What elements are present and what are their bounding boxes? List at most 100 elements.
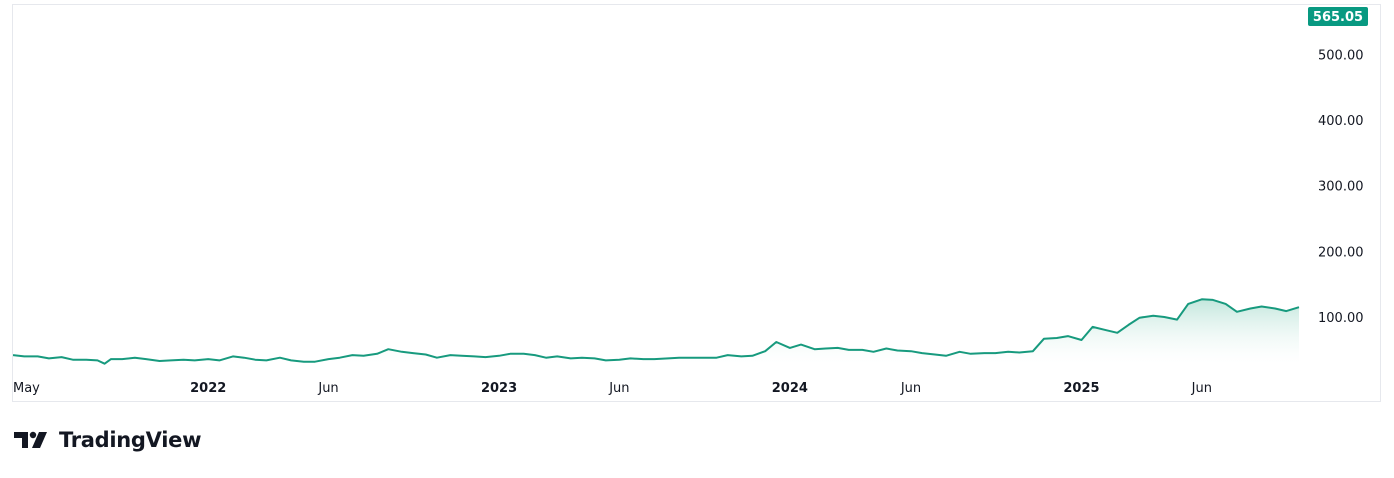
data-point: [1032, 350, 1034, 352]
x-tick-label: Jun: [317, 381, 338, 396]
data-point: [363, 355, 365, 357]
x-tick-label: May: [13, 381, 40, 396]
data-point: [642, 358, 644, 360]
data-point: [618, 359, 620, 361]
data-point: [1081, 339, 1083, 341]
data-point: [121, 358, 123, 360]
data-point: [1201, 298, 1203, 300]
data-point: [183, 359, 185, 361]
price-chart[interactable]: 100.00 200.00 300.00 400.00 500.00 May 2022 Ju…: [13, 5, 1380, 401]
last-price-tag-bg: [1308, 7, 1368, 26]
data-point: [1285, 310, 1287, 312]
data-point: [1298, 306, 1300, 308]
data-point: [653, 358, 655, 360]
data-point: [861, 349, 863, 351]
data-point: [678, 357, 680, 359]
data-point: [534, 354, 536, 356]
data-point: [545, 357, 547, 359]
data-point: [498, 355, 500, 357]
data-point: [48, 357, 50, 359]
data-point: [1236, 311, 1238, 313]
data-point: [1007, 351, 1009, 353]
data-point: [825, 348, 827, 350]
data-point: [1056, 337, 1058, 339]
data-point: [983, 352, 985, 354]
x-tick-label: 2024: [772, 381, 808, 396]
y-tick-label: 400.00: [1318, 114, 1364, 129]
data-point: [1274, 308, 1276, 310]
data-point: [896, 350, 898, 352]
data-point: [751, 355, 753, 357]
data-point: [848, 349, 850, 351]
data-point: [243, 357, 245, 359]
price-line: [13, 298, 1300, 365]
data-point: [1225, 303, 1227, 305]
data-point: [556, 355, 558, 357]
data-point: [1261, 306, 1263, 308]
data-point: [473, 355, 475, 357]
data-point: [145, 358, 147, 360]
data-point: [775, 341, 777, 343]
data-point: [959, 351, 961, 353]
data-point: [170, 359, 172, 361]
data-point: [339, 357, 341, 359]
data-point: [581, 357, 583, 359]
data-point: [994, 352, 996, 354]
data-point: [218, 359, 220, 361]
data-point: [837, 347, 839, 349]
x-tick-label: 2023: [481, 381, 517, 396]
data-point: [1092, 326, 1094, 328]
data-point: [1187, 303, 1189, 305]
data-point: [110, 358, 112, 360]
data-point: [1163, 316, 1165, 318]
data-point: [1128, 324, 1130, 326]
data-point: [412, 352, 414, 354]
data-point: [254, 359, 256, 361]
last-price-tag: 565.05: [1308, 7, 1368, 26]
x-tick-label: 2025: [1063, 381, 1099, 396]
data-point: [97, 359, 99, 361]
x-axis: May 2022 Jun 2023 Jun 2024 Jun 2025 Jun: [13, 381, 1212, 396]
data-point: [207, 358, 209, 360]
chart-frame: 100.00 200.00 300.00 400.00 500.00 May 2022 Ju…: [12, 4, 1381, 402]
y-tick-label: 500.00: [1318, 48, 1364, 63]
data-point: [449, 354, 451, 356]
data-point: [1105, 329, 1107, 331]
data-point: [279, 357, 281, 359]
x-tick-label: Jun: [900, 381, 921, 396]
data-point: [265, 359, 267, 361]
last-price-label: 565.05: [1313, 10, 1363, 25]
data-point: [85, 359, 87, 361]
data-point: [23, 355, 25, 357]
data-point: [740, 355, 742, 357]
data-point: [1043, 338, 1045, 340]
x-tick-label: 2022: [190, 381, 226, 396]
data-point: [667, 357, 669, 359]
tradingview-logo-icon: [14, 431, 47, 448]
data-point: [885, 348, 887, 350]
data-point: [509, 353, 511, 355]
data-point: [303, 361, 305, 363]
data-point: [1176, 319, 1178, 321]
data-point: [72, 359, 74, 361]
y-axis: 100.00 200.00 300.00 400.00 500.00: [1318, 48, 1364, 326]
data-point: [1067, 335, 1069, 337]
data-point: [630, 357, 632, 359]
tradingview-logo[interactable]: TradingView: [14, 428, 201, 452]
data-point: [194, 359, 196, 361]
data-point: [570, 357, 572, 359]
data-point: [1152, 315, 1154, 317]
data-point: [1249, 308, 1251, 310]
data-point: [1212, 299, 1214, 301]
x-tick-label: Jun: [1191, 381, 1212, 396]
data-point: [814, 348, 816, 350]
data-point: [692, 357, 694, 359]
y-tick-label: 200.00: [1318, 245, 1364, 260]
data-point: [328, 358, 330, 360]
data-point: [376, 353, 378, 355]
data-point: [1116, 332, 1118, 334]
data-point: [401, 351, 403, 353]
data-point: [37, 355, 39, 357]
data-point: [716, 357, 718, 359]
data-point: [1018, 352, 1020, 354]
